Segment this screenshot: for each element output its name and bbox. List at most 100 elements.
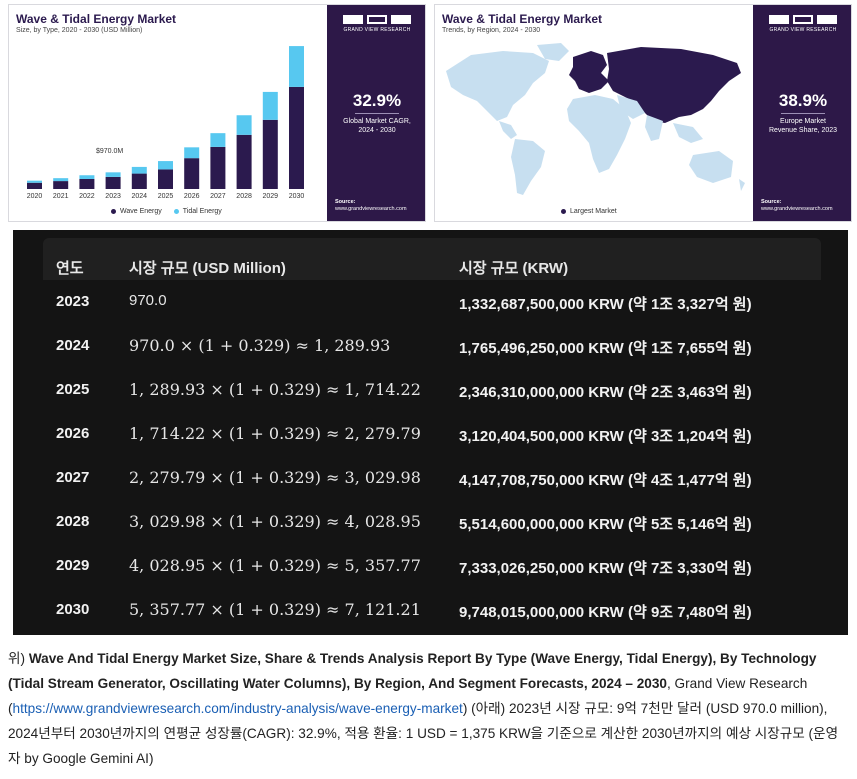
bar-tidal-2021 [53, 178, 69, 182]
cell-usd: 970.0 [129, 292, 167, 309]
cell-krw: 7,333,026,250,000 KRW (약 7조 3,330억 원) [459, 560, 752, 577]
caption-title: Wave And Tidal Energy Market Size, Share… [8, 651, 817, 691]
cell-usd: 3, 029.98 × (1 + 0.329) ≈ 4, 028.95 [129, 512, 421, 531]
bar-tidal-2030 [289, 46, 304, 87]
bar-wave-2020 [27, 182, 42, 189]
cell-krw: 9,748,015,000,000 KRW (약 9조 7,480억 원) [459, 604, 752, 621]
map-title: Wave & Tidal Energy Market [442, 12, 603, 26]
table-row: 2027 2, 279.79 × (1 + 0.329) ≈ 3, 029.98 4… [43, 456, 821, 500]
map-south-america [511, 139, 545, 195]
cagr-panel: GRAND VIEW RESEARCH 32.9% Global Market … [327, 5, 425, 221]
share-label-line-2: Revenue Share, 2023 [768, 127, 838, 134]
bar-tidal-2024 [131, 166, 147, 174]
chart-subtitle: Size, by Type, 2020 - 2030 (USD Million) [16, 27, 143, 34]
legend-largest-dot [561, 209, 566, 214]
table-row: 2023 970.0 1,332,687,500,000 KRW (약 1조 3,3… [43, 280, 821, 324]
map-europe [569, 51, 609, 93]
cagr-label: Global Market CAGR, 2024 - 2030 [327, 117, 425, 135]
bar-tidal-2023 [105, 172, 121, 177]
legend-tidal-dot [173, 209, 179, 214]
bar-wave-2023 [105, 176, 121, 189]
map-asia [607, 47, 741, 123]
cell-year: 2028 [56, 513, 90, 530]
table-row: 2028 3, 029.98 × (1 + 0.329) ≈ 4, 028.95 5… [43, 500, 821, 544]
cell-year: 2030 [56, 601, 90, 618]
chart-area: Wave & Tidal Energy Market Size, by Type… [9, 5, 327, 221]
cell-year: 2023 [56, 293, 90, 310]
header-year: 연도 [56, 260, 84, 277]
bar-tidal-2020 [27, 180, 42, 183]
map-middle-east [617, 95, 645, 119]
region-trends-card: Wave & Tidal Energy Market Trends, by Re… [434, 4, 852, 222]
share-label-line-1: Europe Market [780, 118, 826, 125]
cell-usd: 2, 279.79 × (1 + 0.329) ≈ 3, 029.98 [129, 468, 421, 487]
world-map [446, 43, 745, 195]
caption-prefix: 위) [8, 651, 29, 666]
bar-wave-2030 [289, 86, 304, 189]
bar-tidal-2028 [236, 115, 252, 135]
legend-wave-dot [111, 209, 116, 214]
bar-tidal-2026 [184, 147, 200, 159]
grand-view-research-logo: GRAND VIEW RESEARCH [766, 15, 840, 39]
bar-wave-2021 [53, 181, 69, 189]
bar-wave-2022 [79, 179, 95, 189]
tick-label-2022: 2022 [79, 193, 95, 200]
header-usd: 시장 규모 (USD Million) [129, 260, 286, 277]
cell-krw: 5,514,600,000,000 KRW (약 5조 5,146억 원) [459, 516, 752, 533]
table-row: 2030 5, 357.77 × (1 + 0.329) ≈ 7, 121.21 9… [43, 588, 821, 632]
source-label: Source: [335, 199, 356, 205]
bar-wave-2025 [158, 169, 173, 189]
bar-wave-2024 [131, 173, 147, 189]
cell-krw: 1,332,687,500,000 KRW (약 1조 3,327억 원) [459, 296, 752, 313]
cell-year: 2026 [56, 425, 90, 442]
source-url: www.grandviewresearch.com [761, 206, 833, 212]
tick-label-2020: 2020 [27, 193, 43, 200]
tick-label-2024: 2024 [132, 193, 148, 200]
bar-tidal-2025 [158, 161, 173, 170]
share-value: 38.9% [778, 91, 828, 110]
cagr-value: 32.9% [352, 91, 402, 110]
chart-title: Wave & Tidal Energy Market [16, 12, 177, 26]
source-url: www.grandviewresearch.com [335, 206, 407, 212]
source-note: Source: www.grandviewresearch.com [335, 199, 407, 213]
tick-label-2030: 2030 [289, 193, 305, 200]
caption-suffix: ) (아래) 2023년 시장 규모: 9억 7천만 달러 (USD 970.0… [8, 701, 839, 766]
cell-usd: 5, 357.77 × (1 + 0.329) ≈ 7, 121.21 [129, 600, 421, 619]
cagr-label-line-1: Global Market CAGR, [343, 118, 411, 125]
map-africa [567, 95, 631, 173]
cell-usd: 1, 714.22 × (1 + 0.329) ≈ 2, 279.79 [129, 424, 421, 443]
map-area: Wave & Tidal Energy Market Trends, by Re… [435, 5, 753, 221]
market-size-card: Wave & Tidal Energy Market Size, by Type… [8, 4, 426, 222]
chart-legend: Wave Energy Tidal Energy [111, 208, 222, 215]
map-north-america [446, 51, 549, 121]
cell-krw: 2,346,310,000,000 KRW (약 2조 3,463억 원) [459, 384, 752, 401]
source-label: Source: [761, 199, 782, 205]
market-forecast-table: 연도 시장 규모 (USD Million) 시장 규모 (KRW) 2023 9… [13, 230, 848, 635]
cell-year: 2025 [56, 381, 90, 398]
cell-year: 2027 [56, 469, 90, 486]
map-australia [689, 151, 733, 183]
map-new-zealand [739, 179, 745, 191]
bar-wave-2028 [236, 134, 252, 189]
bar-chart: 2020 2021 2022 2023 2024 2025 2026 2027 2028 2029… [27, 46, 305, 200]
tick-label-2026: 2026 [184, 193, 200, 200]
tick-label-2027: 2027 [210, 193, 226, 200]
bar-tidal-2022 [79, 175, 95, 179]
cell-usd: 1, 289.93 × (1 + 0.329) ≈ 1, 714.22 [129, 380, 421, 399]
share-panel: GRAND VIEW RESEARCH 38.9% Europe Market … [753, 5, 851, 221]
bar-tidal-2027 [210, 133, 226, 147]
cell-krw: 4,147,708,750,000 KRW (약 4조 1,477억 원) [459, 472, 752, 489]
logo-text: GRAND VIEW RESEARCH [343, 27, 411, 33]
tick-label-2028: 2028 [236, 193, 252, 200]
figure-caption: 위) Wave And Tidal Energy Market Size, Sh… [8, 646, 850, 771]
table-row: 2025 1, 289.93 × (1 + 0.329) ≈ 1, 714.22 2… [43, 368, 821, 412]
table-row: 2026 1, 714.22 × (1 + 0.329) ≈ 2, 279.79 3… [43, 412, 821, 456]
bar-wave-2027 [210, 146, 226, 189]
tick-label-2029: 2029 [263, 193, 279, 200]
map-greenland [537, 43, 569, 61]
cell-krw: 3,120,404,500,000 KRW (약 3조 1,204억 원) [459, 428, 752, 445]
source-link[interactable]: https://www.grandviewresearch.com/indust… [12, 701, 463, 716]
divider [781, 113, 825, 114]
share-label: Europe Market Revenue Share, 2023 [753, 117, 851, 135]
cell-usd: 4, 028.95 × (1 + 0.329) ≈ 5, 357.77 [129, 556, 421, 575]
